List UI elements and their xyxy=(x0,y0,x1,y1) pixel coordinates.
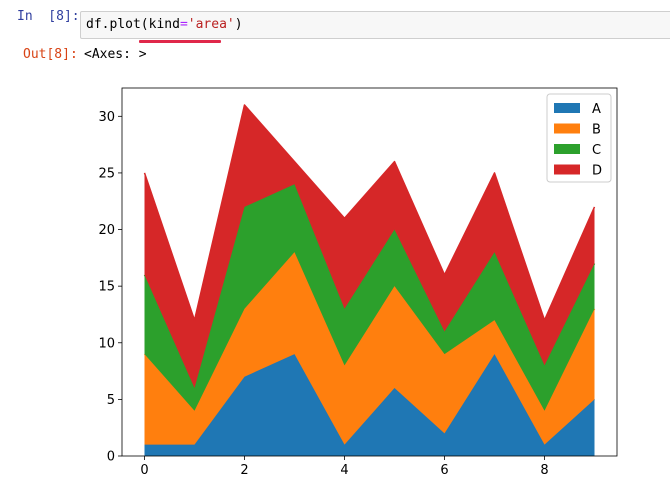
output-text: <Axes: > xyxy=(84,47,147,62)
output-prompt: Out[8]: xyxy=(23,47,78,62)
legend-frame xyxy=(546,93,612,183)
x-tick-label: 6 xyxy=(440,463,448,478)
code-prefix: df.plot( xyxy=(86,17,149,32)
area-series-A xyxy=(144,354,595,456)
area-series-B xyxy=(144,252,595,445)
x-tick-label: 4 xyxy=(340,463,348,478)
y-axis: 0 5 10 15 20 25 30 xyxy=(98,110,122,465)
y-tick-label: 30 xyxy=(98,110,115,125)
y-tick-label: 25 xyxy=(98,166,115,181)
line-series-D xyxy=(143,104,596,321)
code-suffix: ) xyxy=(234,17,243,32)
x-tick-label: 8 xyxy=(540,463,548,478)
code-string: 'area' xyxy=(187,17,235,32)
code-editor[interactable]: df.plot(kind='area') xyxy=(80,11,670,39)
code-line: df.plot(kind='area') xyxy=(86,17,243,33)
input-prompt: In [8]: xyxy=(17,9,80,24)
highlight-underline xyxy=(139,40,221,43)
area-layer xyxy=(143,104,596,456)
y-tick-label: 15 xyxy=(98,280,115,295)
y-tick-label: 20 xyxy=(98,223,115,238)
x-axis: 0 2 4 6 8 xyxy=(140,456,549,478)
plot-frame xyxy=(121,87,618,457)
legend-label-C: C xyxy=(592,143,601,158)
area-series-C xyxy=(144,184,595,411)
legend-label-D: D xyxy=(592,164,602,179)
legend-swatch-D xyxy=(554,164,580,175)
legend-swatch-B xyxy=(554,123,580,134)
area-series-D xyxy=(144,104,595,389)
code-keyword: kind xyxy=(148,17,180,32)
legend-swatch-A xyxy=(554,103,580,113)
y-tick-label: 10 xyxy=(98,336,115,351)
x-tick-label: 0 xyxy=(140,463,148,478)
code-operator: = xyxy=(179,17,188,32)
legend-swatch-C xyxy=(554,144,580,154)
y-tick-label: 0 xyxy=(107,450,115,465)
legend-label-A: A xyxy=(592,102,601,117)
legend-label-B: B xyxy=(592,123,601,138)
y-tick-label: 5 xyxy=(107,393,115,408)
x-tick-label: 2 xyxy=(240,463,248,478)
